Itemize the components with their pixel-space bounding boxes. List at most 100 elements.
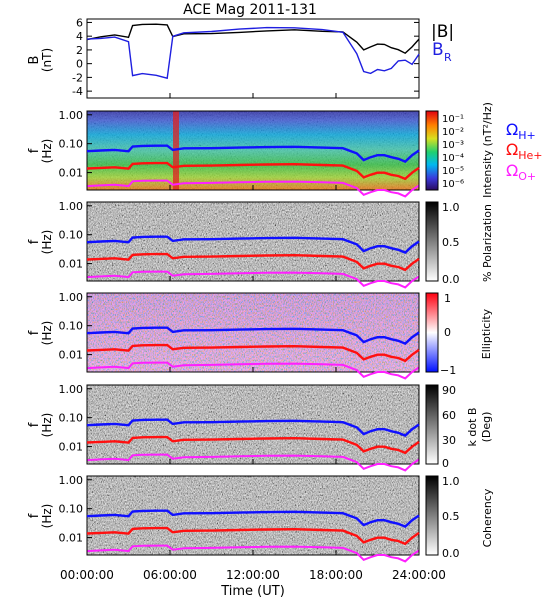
y-tick-label: 0.01 [59,258,84,271]
y-axis-unit: (Hz) [40,504,54,529]
y-axis-unit: (Hz) [40,230,54,255]
gyro-line-h [86,235,420,254]
y-tick-label: -2 [72,71,83,84]
colorbar-tick: −1 [440,364,456,377]
colorbar [425,201,439,282]
y-axis-label: B [27,56,42,65]
y-tick-label: 2 [76,44,83,57]
y-axis-unit: (Hz) [40,139,54,164]
x-tick-label: 18:00:00 [309,568,363,582]
colorbar-tick: 0.5 [442,510,460,523]
y-tick-label: 1.00 [59,200,84,213]
gyro-line-he [86,435,420,455]
gyro-line-h [86,418,420,437]
y-tick-label: -4 [72,85,83,98]
panel-k-dot-b: 90 60 30 0 k dot B (Deg) [86,384,493,470]
y-axis-unit: (Hz) [40,321,54,346]
figure-title: ACE Mag 2011-131 [183,2,317,18]
panel-polarization: 1.0 0.5 0.0 % Polarization [86,201,494,286]
spectrogram-texture [87,111,419,190]
gyro-line-h [86,144,420,163]
gyro-line-he [86,343,420,363]
x-tick-label: 00:00:00 [60,568,114,582]
legend-gyrofrequencies: ΩH+ ΩHe+ ΩO+ [506,120,543,183]
x-tick-label: 24:00:00 [392,568,446,582]
colorbar-tick: 60 [442,409,456,422]
y-tick-label: 1.00 [59,383,84,396]
colorbar-label: k dot B [466,408,479,447]
y-tick-label: 1.00 [59,474,84,487]
colorbar-tick: 10⁻⁶ [442,179,464,190]
gyrofrequency-overlays [86,144,420,563]
gyro-line-o [86,270,420,289]
y-tick-label: 0.01 [59,441,84,454]
y-axis-unit: (nT) [40,48,54,72]
y-axis-label: f [27,513,42,518]
frequency-axes: 1.000.100.01f(Hz)1.000.100.01f(Hz)1.000.… [27,109,92,545]
y-axis-label: f [27,422,42,427]
colorbar-tick: 0 [442,457,449,470]
y-axis-label: f [27,239,42,244]
panel-intensity: 10⁻¹ 10⁻² 10⁻³ 10⁻⁴ 10⁻⁵ 10⁻⁶ Intensity … [86,102,543,198]
colorbar [425,110,439,191]
colorbar-tick: 10⁻¹ [442,114,464,125]
x-tick-label: 12:00:00 [226,568,280,582]
colorbar-label: Intensity (nT²/Hz) [481,102,494,198]
x-tick-label: 06:00:00 [143,568,197,582]
legend-omega-o: ΩO+ [506,161,536,183]
colorbar-tick: 0.0 [442,273,460,286]
legend-b-r-subscript: R [444,51,452,64]
colorbar-label: Coherency [481,488,494,547]
colorbar-tick: 30 [442,434,456,447]
series-line-b-r [86,26,420,80]
y-tick-label: 4 [76,30,83,43]
colorbar-tick: 1.0 [442,201,460,214]
y-tick-label: 0.01 [59,349,84,362]
legend-omega-h: ΩH+ [506,120,536,142]
spectrogram-texture [87,293,419,372]
colorbar-label: (Deg) [480,412,493,443]
y-tick-label: 1.00 [59,291,84,304]
series-line-b-total [86,23,420,55]
colorbar-tick: 10⁻⁵ [442,166,464,177]
colorbar-tick: 0 [444,326,451,339]
gyro-line-h [86,326,420,345]
field-lines [86,23,420,80]
colorbar [425,475,439,556]
gyro-line-he [86,161,420,181]
colorbar [425,292,439,373]
y-tick-label: 0.10 [59,503,84,516]
gyro-line-he [86,252,420,272]
x-axis: 00:00:00 06:00:00 12:00:00 18:00:00 24:00:00 [60,93,446,582]
colorbar-tick: 1.0 [442,475,460,488]
y-tick-label: 1.00 [59,109,84,122]
colorbar-label: Ellipticity [480,308,493,359]
colorbar-tick: 0.0 [442,547,460,560]
legend-omega-he: ΩHe+ [506,140,543,162]
y-axis-unit: (Hz) [40,413,54,438]
spectrogram-texture [87,476,419,555]
spectral-panels: 10⁻¹ 10⁻² 10⁻³ 10⁻⁴ 10⁻⁵ 10⁻⁶ Intensity … [86,102,543,560]
legend-magnetic-field: |B| B R [431,22,454,64]
legend-b-total: |B| [431,22,454,42]
gyro-line-o [86,453,420,472]
legend-b-r: B [432,40,444,60]
colorbar-tick: 90 [442,384,456,397]
colorbar-tick: 10⁻⁴ [442,153,464,164]
spectrogram-texture [87,202,419,281]
y-tick-label: 0.10 [59,320,84,333]
colorbar-tick: 10⁻³ [442,140,464,151]
gyro-line-h [86,509,420,528]
y-tick-label: 0 [76,58,83,71]
colorbar [425,384,439,465]
gyro-line-o [86,179,420,198]
colorbar-tick: 1 [444,292,451,305]
x-axis-label: Time (UT) [220,584,285,599]
gyro-line-o [86,361,420,380]
y-axis-label: f [27,330,42,335]
y-tick-label: 6 [76,16,83,29]
gyro-line-he [86,526,420,546]
y-tick-label: 0.01 [59,167,84,180]
